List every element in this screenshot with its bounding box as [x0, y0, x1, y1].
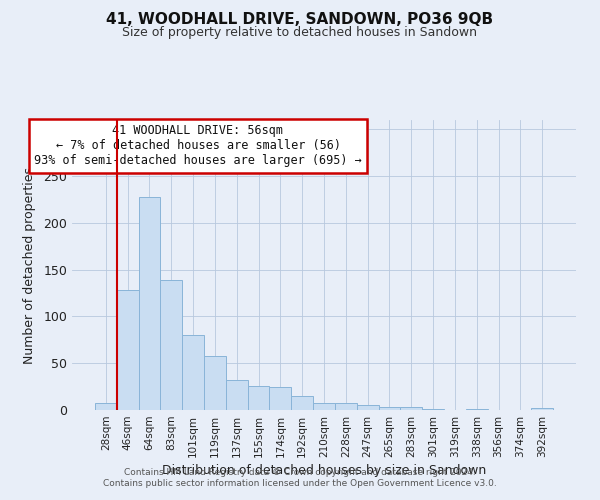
Bar — [95, 404, 117, 410]
Bar — [531, 408, 553, 410]
Y-axis label: Number of detached properties: Number of detached properties — [23, 166, 37, 364]
Text: 41, WOODHALL DRIVE, SANDOWN, PO36 9QB: 41, WOODHALL DRIVE, SANDOWN, PO36 9QB — [106, 12, 494, 28]
Bar — [466, 409, 488, 410]
Bar — [204, 356, 226, 410]
Bar — [400, 407, 422, 410]
Bar — [248, 386, 269, 410]
Bar — [226, 380, 248, 410]
Bar — [160, 280, 182, 410]
Text: Size of property relative to detached houses in Sandown: Size of property relative to detached ho… — [122, 26, 478, 39]
Bar — [335, 404, 357, 410]
Bar — [422, 409, 444, 410]
Bar — [291, 396, 313, 410]
Bar — [269, 386, 291, 410]
Bar — [379, 407, 400, 410]
Bar — [117, 290, 139, 410]
Bar — [313, 402, 335, 410]
Bar — [182, 335, 204, 410]
Bar — [357, 406, 379, 410]
Text: Contains HM Land Registry data © Crown copyright and database right 2024.
Contai: Contains HM Land Registry data © Crown c… — [103, 468, 497, 487]
Text: 41 WOODHALL DRIVE: 56sqm
← 7% of detached houses are smaller (56)
93% of semi-de: 41 WOODHALL DRIVE: 56sqm ← 7% of detache… — [34, 124, 362, 168]
X-axis label: Distribution of detached houses by size in Sandown: Distribution of detached houses by size … — [162, 464, 486, 477]
Bar — [139, 196, 160, 410]
